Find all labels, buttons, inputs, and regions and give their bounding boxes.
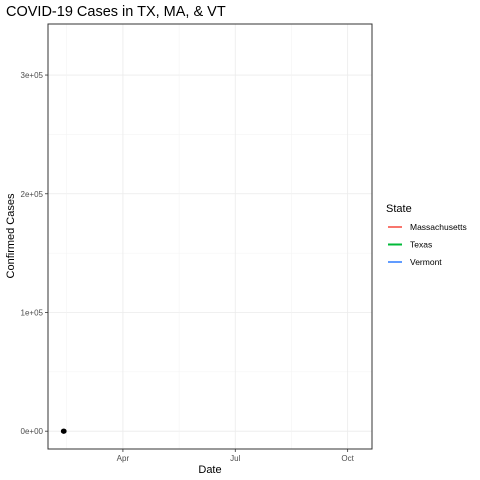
- grid: [48, 24, 372, 449]
- plot-border: [47, 23, 373, 450]
- data-point: [61, 428, 67, 434]
- y-axis: 0e+00 1e+05 2e+05 3e+05: [21, 71, 48, 436]
- y-tick-label: 3e+05: [21, 71, 44, 80]
- data-points: [60, 428, 67, 434]
- y-tick-label: 0e+00: [21, 427, 44, 436]
- legend-title: State: [386, 203, 412, 215]
- x-tick-label: Apr: [117, 454, 130, 463]
- y-axis-title: Confirmed Cases: [5, 193, 17, 278]
- x-tick-label: Jul: [230, 454, 240, 463]
- legend-item-texas: Texas: [388, 240, 432, 250]
- y-tick-label: 2e+05: [21, 190, 44, 199]
- y-tick-label: 1e+05: [21, 308, 44, 317]
- x-axis-title: Date: [198, 464, 221, 476]
- legend-label: Vermont: [410, 257, 442, 267]
- legend-item-vermont: Vermont: [388, 257, 442, 267]
- x-tick-label: Oct: [341, 454, 354, 463]
- plot-panel: [48, 24, 372, 449]
- legend-label: Massachusetts: [410, 222, 467, 232]
- legend-item-massachusetts: Massachusetts: [388, 222, 467, 232]
- legend-label: Texas: [410, 240, 432, 250]
- legend: State Massachusetts Texas Vermont: [386, 203, 467, 267]
- chart-title: COVID-19 Cases in TX, MA, & VT: [6, 4, 226, 20]
- x-axis: Apr Jul Oct: [117, 449, 355, 463]
